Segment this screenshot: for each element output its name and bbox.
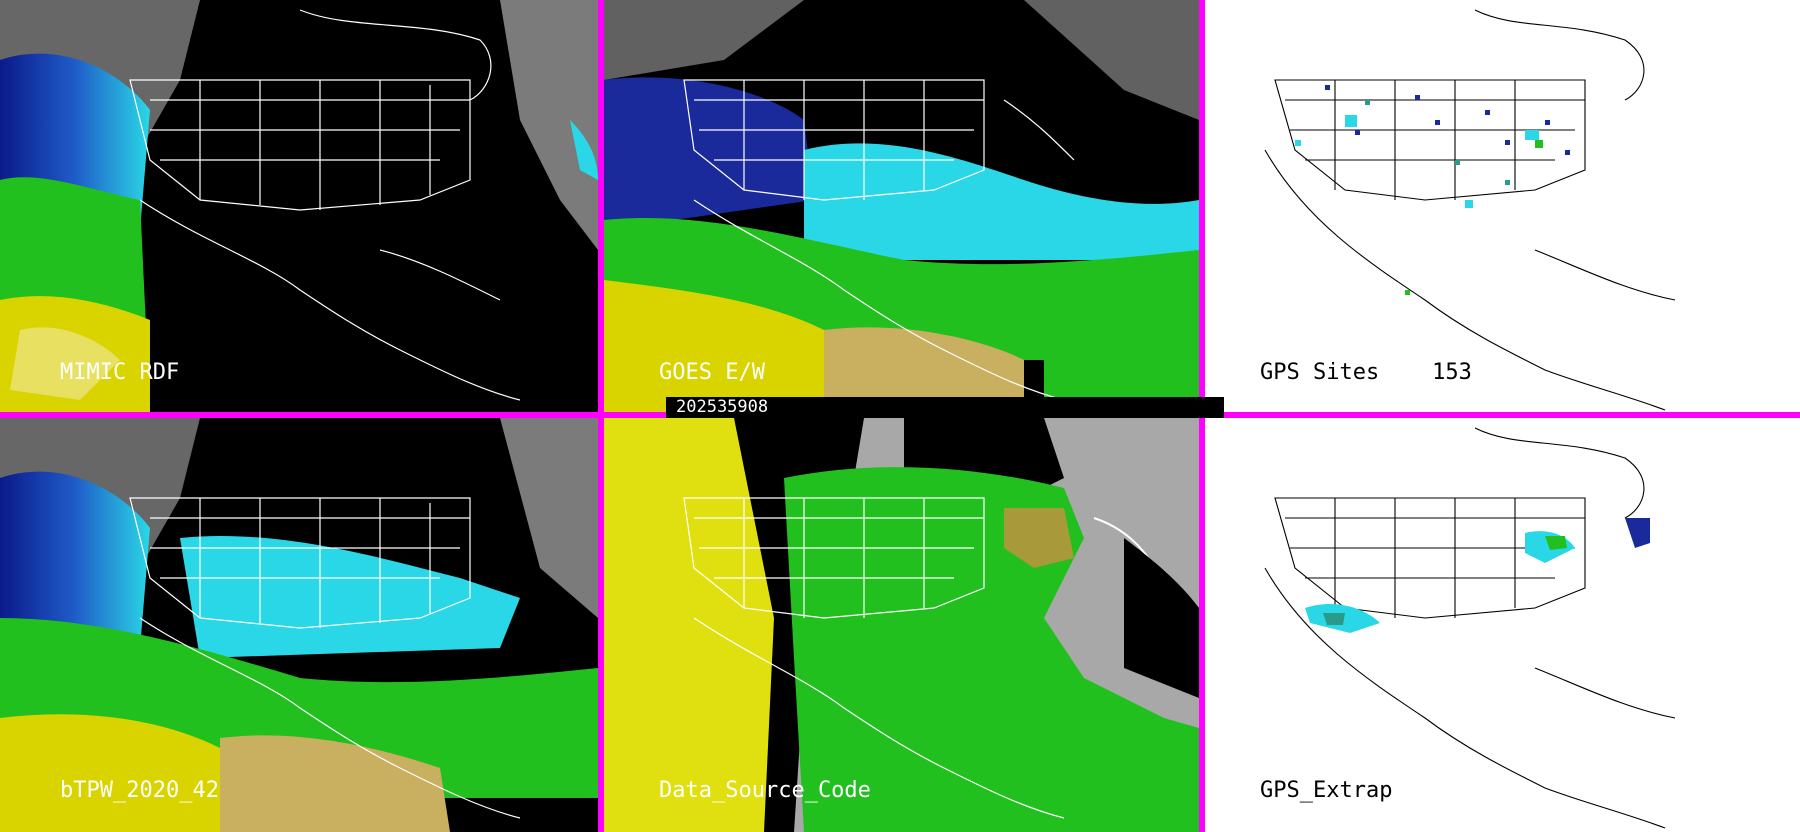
- map-gps-sites: [1205, 0, 1800, 412]
- panel-goes-ew: GOES E/W: [604, 0, 1199, 412]
- panel-label-data-source-code: Data_Source_Code: [659, 778, 871, 803]
- map-mimic-rdf: [0, 0, 598, 412]
- timestamp-bar: 202535908: [666, 397, 1224, 418]
- panel-label-gps-extrap: GPS_Extrap: [1260, 778, 1393, 803]
- panel-label-btpw: bTPW_2020_42: [60, 778, 219, 803]
- map-goes-ew: [604, 0, 1199, 412]
- map-btpw: [0, 418, 598, 832]
- panel-data-source-code: Data_Source_Code: [604, 418, 1199, 832]
- panel-gps-sites: GPS Sites 153: [1205, 0, 1800, 412]
- map-data-source-code: [604, 418, 1199, 832]
- panel-gps-extrap: GPS_Extrap: [1205, 418, 1800, 832]
- panel-mimic-rdf: MIMIC RDF: [0, 0, 598, 412]
- map-gps-extrap: [1205, 418, 1800, 832]
- panel-label-mimic-rdf: MIMIC RDF: [60, 360, 180, 385]
- panel-label-gps-sites: GPS Sites 153: [1260, 360, 1472, 385]
- panel-label-goes-ew: GOES E/W: [659, 360, 765, 385]
- panel-btpw: bTPW_2020_42: [0, 418, 598, 832]
